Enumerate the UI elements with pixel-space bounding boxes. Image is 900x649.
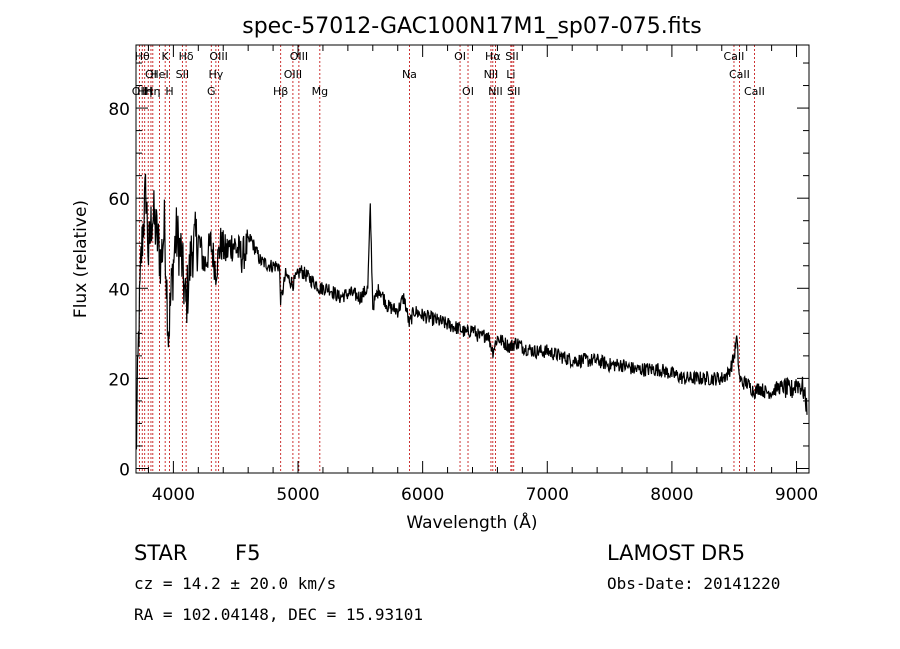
- feature-label: Mg: [312, 85, 328, 98]
- feature-label: OI: [145, 68, 157, 81]
- spectrum-line: [135, 173, 808, 450]
- feature-label: H: [144, 85, 152, 98]
- feature-label: Hα: [485, 50, 501, 63]
- feature-label: H: [165, 85, 173, 98]
- feature-label: G: [207, 85, 216, 98]
- feature-label: CaII: [744, 85, 765, 98]
- feature-label: OIII: [284, 68, 302, 81]
- y-tick-label: 0: [119, 460, 130, 480]
- y-axis: 0 20 40 60 80: [108, 62, 809, 480]
- feature-label: Hθ: [135, 50, 150, 63]
- x-tick-label: 8000: [650, 485, 693, 505]
- observation-date: Obs-Date: 20141220: [607, 574, 781, 593]
- x-tick-label: 9000: [775, 485, 818, 505]
- survey-name: LAMOST DR5: [607, 541, 746, 565]
- object-subclass: F5: [235, 541, 261, 565]
- feature-label: Hδ: [179, 50, 194, 63]
- feature-label: SII: [507, 85, 520, 98]
- y-tick-label: 60: [108, 190, 130, 210]
- feature-label: Hγ: [208, 68, 223, 81]
- feature-label: Hβ: [273, 85, 288, 98]
- feature-label: NII: [484, 68, 499, 81]
- feature-label: Li: [506, 68, 515, 81]
- chart-title: spec-57012-GAC100N17M1_sp07-075.fits: [242, 14, 702, 39]
- feature-label: Hη: [145, 85, 160, 98]
- feature-label: Hη: [137, 85, 152, 98]
- feature-labels: OIIHθHηHOIHηHeIKHSIIHδGHγOIIIHβOIIIOIIIM…: [132, 50, 765, 98]
- x-tick-label: 7000: [526, 485, 569, 505]
- object-class: STAR: [134, 541, 188, 565]
- y-tick-label: 20: [108, 370, 130, 390]
- x-axis: 4000 5000 6000 7000 8000 9000: [147, 45, 818, 505]
- y-tick-label: 80: [108, 100, 130, 120]
- feature-label: SII: [505, 50, 518, 63]
- y-tick-label: 40: [108, 280, 130, 300]
- feature-label: SII: [176, 68, 189, 81]
- plot-frame: [135, 44, 810, 474]
- x-tick-label: 4000: [152, 485, 195, 505]
- x-axis-label: Wavelength (Å): [406, 511, 537, 533]
- feature-label: CaII: [729, 68, 750, 81]
- feature-label: OIII: [209, 50, 227, 63]
- feature-label: OI: [462, 85, 474, 98]
- redshift-readout: cz = 14.2 ± 20.0 km/s: [134, 574, 337, 593]
- feature-label: Na: [402, 68, 417, 81]
- feature-label: NII: [488, 85, 503, 98]
- feature-label: OI: [454, 50, 466, 63]
- x-tick-label: 6000: [401, 485, 444, 505]
- feature-label: HeI: [150, 68, 168, 81]
- coordinates-readout: RA = 102.04148, DEC = 15.93101: [134, 605, 423, 624]
- feature-label: CaII: [724, 50, 745, 63]
- feature-label: K: [162, 50, 170, 63]
- feature-label: OIII: [290, 50, 308, 63]
- y-axis-label: Flux (relative): [71, 200, 91, 318]
- x-tick-label: 5000: [276, 485, 319, 505]
